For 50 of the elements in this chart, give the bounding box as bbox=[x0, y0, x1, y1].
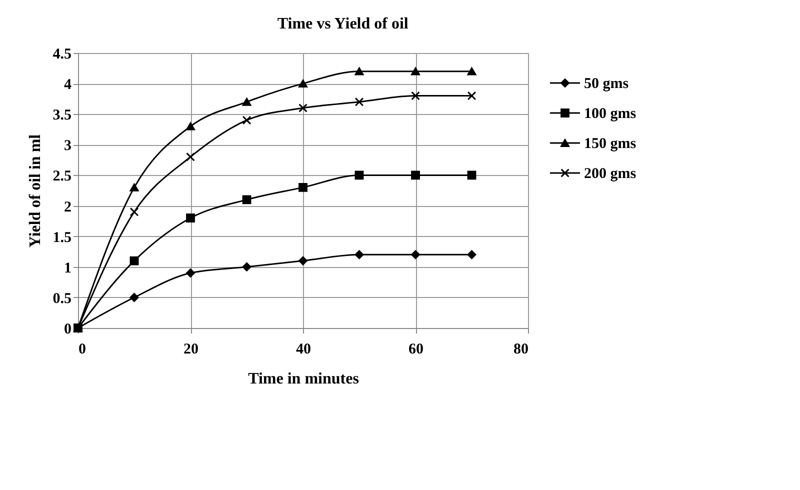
x-axis-title: Time in minutes bbox=[248, 370, 359, 388]
legend-label: 200 gms bbox=[584, 166, 636, 182]
x-tick-label: 80 bbox=[514, 342, 528, 358]
point bbox=[130, 207, 139, 216]
point bbox=[130, 183, 139, 192]
point bbox=[186, 214, 195, 222]
x-tick-label: 60 bbox=[408, 342, 424, 358]
point bbox=[354, 97, 364, 106]
point bbox=[298, 104, 308, 112]
y-tick-label: 4 bbox=[64, 77, 72, 94]
point bbox=[242, 262, 252, 272]
point bbox=[186, 152, 195, 162]
y-tick-label: 4.5 bbox=[52, 46, 72, 62]
point bbox=[354, 170, 364, 180]
point bbox=[186, 122, 195, 130]
chart-title: Time vs Yield of oil bbox=[277, 16, 409, 32]
x-tick-label: 40 bbox=[296, 342, 311, 358]
point bbox=[298, 80, 308, 88]
point bbox=[411, 250, 420, 260]
x-tick-label: 0 bbox=[78, 342, 86, 358]
point bbox=[130, 292, 139, 302]
y-tick-label: 2 bbox=[64, 199, 72, 216]
y-tick-label: 3.5 bbox=[52, 108, 72, 124]
point bbox=[411, 91, 420, 100]
point bbox=[354, 67, 364, 76]
x-tick-label: 20 bbox=[184, 342, 198, 358]
point bbox=[298, 182, 308, 192]
point bbox=[411, 67, 420, 76]
point bbox=[467, 67, 476, 76]
point bbox=[467, 250, 476, 260]
point bbox=[298, 256, 308, 266]
point bbox=[242, 116, 252, 125]
point bbox=[130, 256, 139, 266]
point bbox=[242, 195, 252, 204]
y-tick-label: 1.5 bbox=[52, 230, 72, 246]
legend-label: 50 gms bbox=[584, 76, 629, 92]
y-tick-label: 3 bbox=[64, 138, 72, 154]
point bbox=[354, 250, 364, 260]
point bbox=[467, 170, 476, 180]
y-tick-label: 0 bbox=[64, 322, 72, 338]
point bbox=[186, 268, 195, 278]
point bbox=[467, 91, 476, 100]
point bbox=[242, 98, 252, 106]
y-axis-title: Yield of oil in ml bbox=[26, 134, 44, 248]
y-tick-label: 1 bbox=[64, 260, 72, 276]
legend-label: 100 gms bbox=[584, 106, 636, 122]
y-tick-label: 2.5 bbox=[52, 168, 72, 185]
legend-label: 150 gms bbox=[584, 136, 636, 152]
y-tick-label: 0.5 bbox=[52, 290, 72, 307]
point bbox=[411, 170, 420, 180]
